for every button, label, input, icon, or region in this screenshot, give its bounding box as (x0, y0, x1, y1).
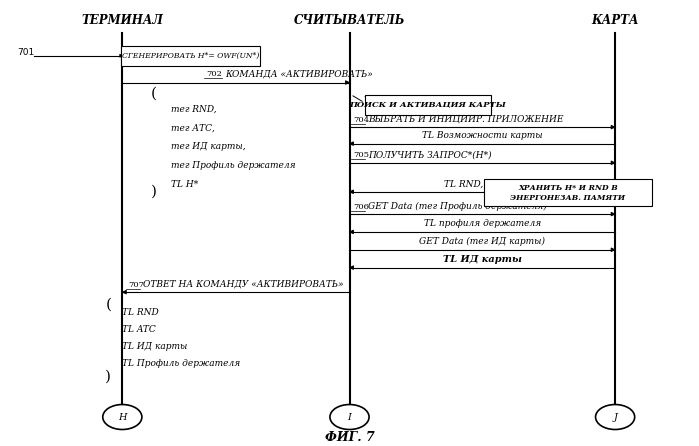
Text: J: J (613, 413, 617, 421)
Text: GET Data (тег Профиль держателя): GET Data (тег Профиль держателя) (368, 202, 547, 211)
Text: GET Data (тег ИД карты): GET Data (тег ИД карты) (419, 237, 545, 246)
FancyBboxPatch shape (121, 46, 260, 66)
Text: 706: 706 (353, 202, 369, 211)
Text: (: ( (151, 87, 157, 101)
Text: 702: 702 (206, 70, 222, 78)
Text: H: H (118, 413, 127, 421)
Text: TL ИД карты: TL ИД карты (122, 342, 188, 351)
Text: I: I (347, 413, 352, 421)
Text: тег RND,: тег RND, (171, 105, 217, 114)
Text: ВЫБРАТЬ И ИНИЦИИР. ПРИЛОЖЕНИЕ: ВЫБРАТЬ И ИНИЦИИР. ПРИЛОЖЕНИЕ (368, 115, 563, 124)
Text: TL H*: TL H* (171, 180, 199, 189)
Text: ТЕРМИНАЛ: ТЕРМИНАЛ (81, 13, 164, 27)
Text: TL RND: TL RND (122, 308, 159, 317)
FancyBboxPatch shape (484, 179, 652, 206)
FancyBboxPatch shape (365, 95, 491, 115)
Text: ХРАНИТЬ Н* И RND В: ХРАНИТЬ Н* И RND В (518, 184, 618, 192)
Text: СЧИТЫВАТЕЛЬ: СЧИТЫВАТЕЛЬ (294, 13, 405, 27)
Text: ): ) (151, 185, 157, 199)
Text: 707: 707 (128, 281, 144, 289)
Text: СГЕНЕРИРОВАТЬ H*= OWF(UN*): СГЕНЕРИРОВАТЬ H*= OWF(UN*) (122, 52, 259, 60)
Text: TL Профиль держателя: TL Профиль держателя (122, 359, 240, 368)
Text: ПОЛУЧИТЬ ЗАПРОС*(Н*): ПОЛУЧИТЬ ЗАПРОС*(Н*) (368, 150, 491, 159)
Text: ): ) (106, 370, 111, 384)
Text: 703: 703 (363, 95, 380, 103)
Text: КОМАНДА «АКТИВИРОВАТЬ»: КОМАНДА «АКТИВИРОВАТЬ» (225, 69, 373, 78)
Text: (: ( (106, 297, 111, 311)
Text: ФИГ. 7: ФИГ. 7 (324, 431, 375, 445)
Text: тег АТС,: тег АТС, (171, 124, 215, 132)
Text: TL профиля держателя: TL профиля держателя (424, 219, 541, 228)
Text: TL RND, TL ATC: TL RND, TL ATC (445, 179, 520, 188)
Text: TL Возможности карты: TL Возможности карты (422, 131, 542, 140)
Text: тег ИД карты,: тег ИД карты, (171, 142, 246, 151)
Text: тег Профиль держателя: тег Профиль держателя (171, 161, 296, 170)
Text: КАРТА: КАРТА (591, 13, 639, 27)
Text: TL ATC: TL ATC (122, 325, 156, 334)
Text: ПОИСК И АКТИВАЦИЯ КАРТЫ: ПОИСК И АКТИВАЦИЯ КАРТЫ (350, 101, 507, 109)
Text: 704: 704 (353, 116, 369, 124)
Text: 705: 705 (353, 151, 369, 159)
Text: ЭНЕРГОНЕЗАВ. ПАМЯТИ: ЭНЕРГОНЕЗАВ. ПАМЯТИ (510, 194, 626, 202)
Text: 701: 701 (17, 48, 35, 57)
Text: TL ИД карты: TL ИД карты (443, 255, 521, 264)
Text: ОТВЕТ НА КОМАНДУ «АКТИВИРОВАТЬ»: ОТВЕТ НА КОМАНДУ «АКТИВИРОВАТЬ» (143, 280, 344, 289)
